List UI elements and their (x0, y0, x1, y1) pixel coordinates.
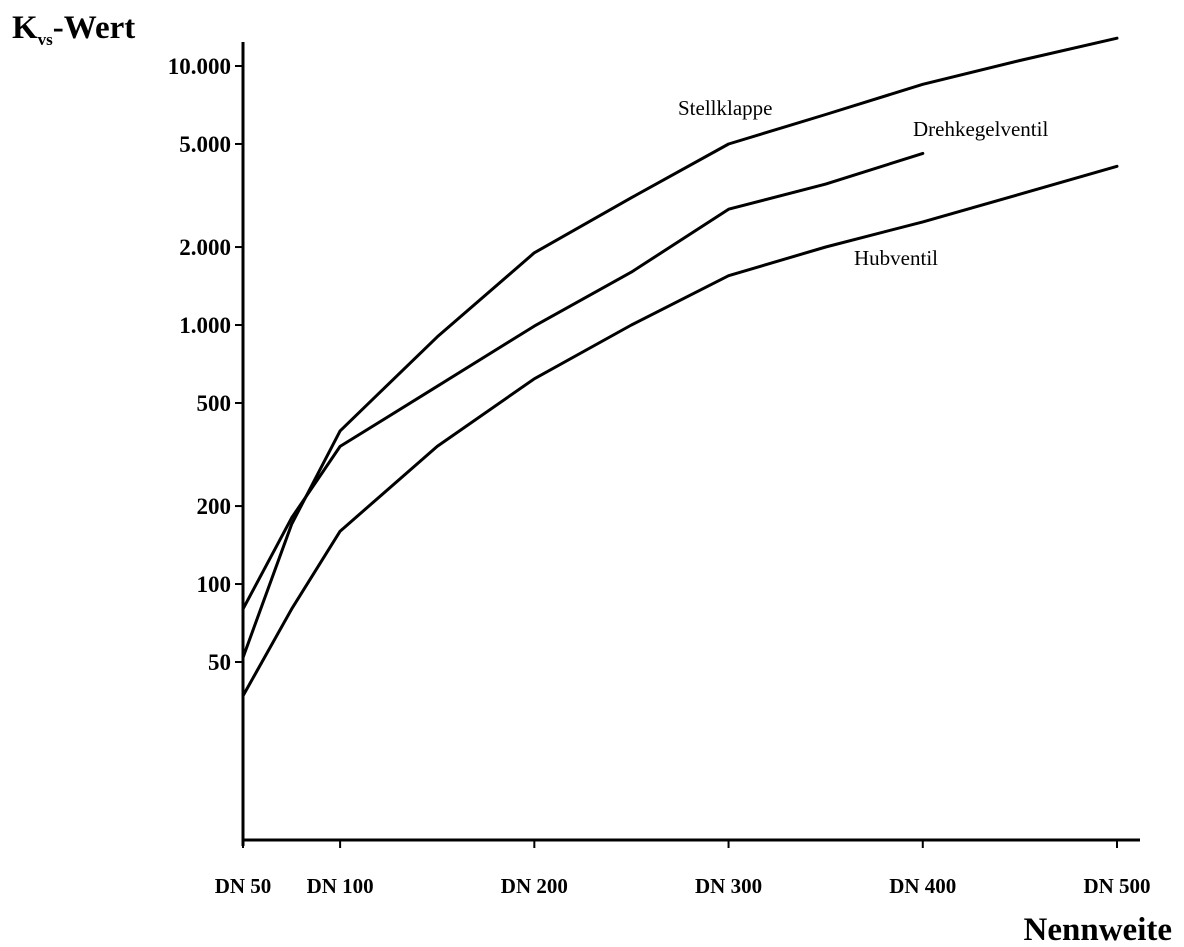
series-lines (241, 36, 1119, 698)
y-tick-label: 200 (197, 494, 232, 519)
y-ticks: 50 100 200 500 1.000 2.000 5.000 10.000 (168, 54, 243, 675)
series-labels: Stellklappe Drehkegelventil Hubventil (678, 96, 1048, 270)
series-line-stellklappe (241, 36, 1119, 660)
y-tick-label: 2.000 (179, 235, 231, 260)
series-line-hubventil (241, 164, 1119, 698)
x-tick-label: DN 300 (695, 874, 762, 898)
y-tick-label: 100 (197, 572, 232, 597)
y-tick-label: 5.000 (179, 132, 231, 157)
y-tick-label: 1.000 (179, 313, 231, 338)
y-tick-label: 500 (197, 391, 232, 416)
series-line-drehkegelventil (241, 151, 925, 611)
series-label-stellklappe: Stellklappe (678, 96, 772, 120)
x-tick-label: DN 200 (501, 874, 568, 898)
y-tick-label: 50 (208, 650, 231, 675)
x-axis-title: Nennweite (1024, 912, 1172, 947)
y-axis-title-sub: vs (38, 30, 54, 49)
y-axis-title: Kvs-Wert (12, 10, 135, 49)
y-axis-title-suffix: -Wert (53, 10, 135, 46)
x-tick-label: DN 50 (215, 874, 272, 898)
x-tick-label: DN 500 (1083, 874, 1150, 898)
x-tick-label: DN 100 (307, 874, 374, 898)
y-tick-label: 10.000 (168, 54, 231, 79)
axes (241, 42, 1140, 846)
x-ticks: DN 50 DN 100 DN 200 DN 300 DN 400 DN 500 (215, 840, 1151, 898)
x-tick-label: DN 400 (889, 874, 956, 898)
series-label-drehkegelventil: Drehkegelventil (913, 117, 1048, 141)
y-axis-title-main: K (12, 10, 38, 46)
series-label-hubventil: Hubventil (854, 246, 938, 270)
